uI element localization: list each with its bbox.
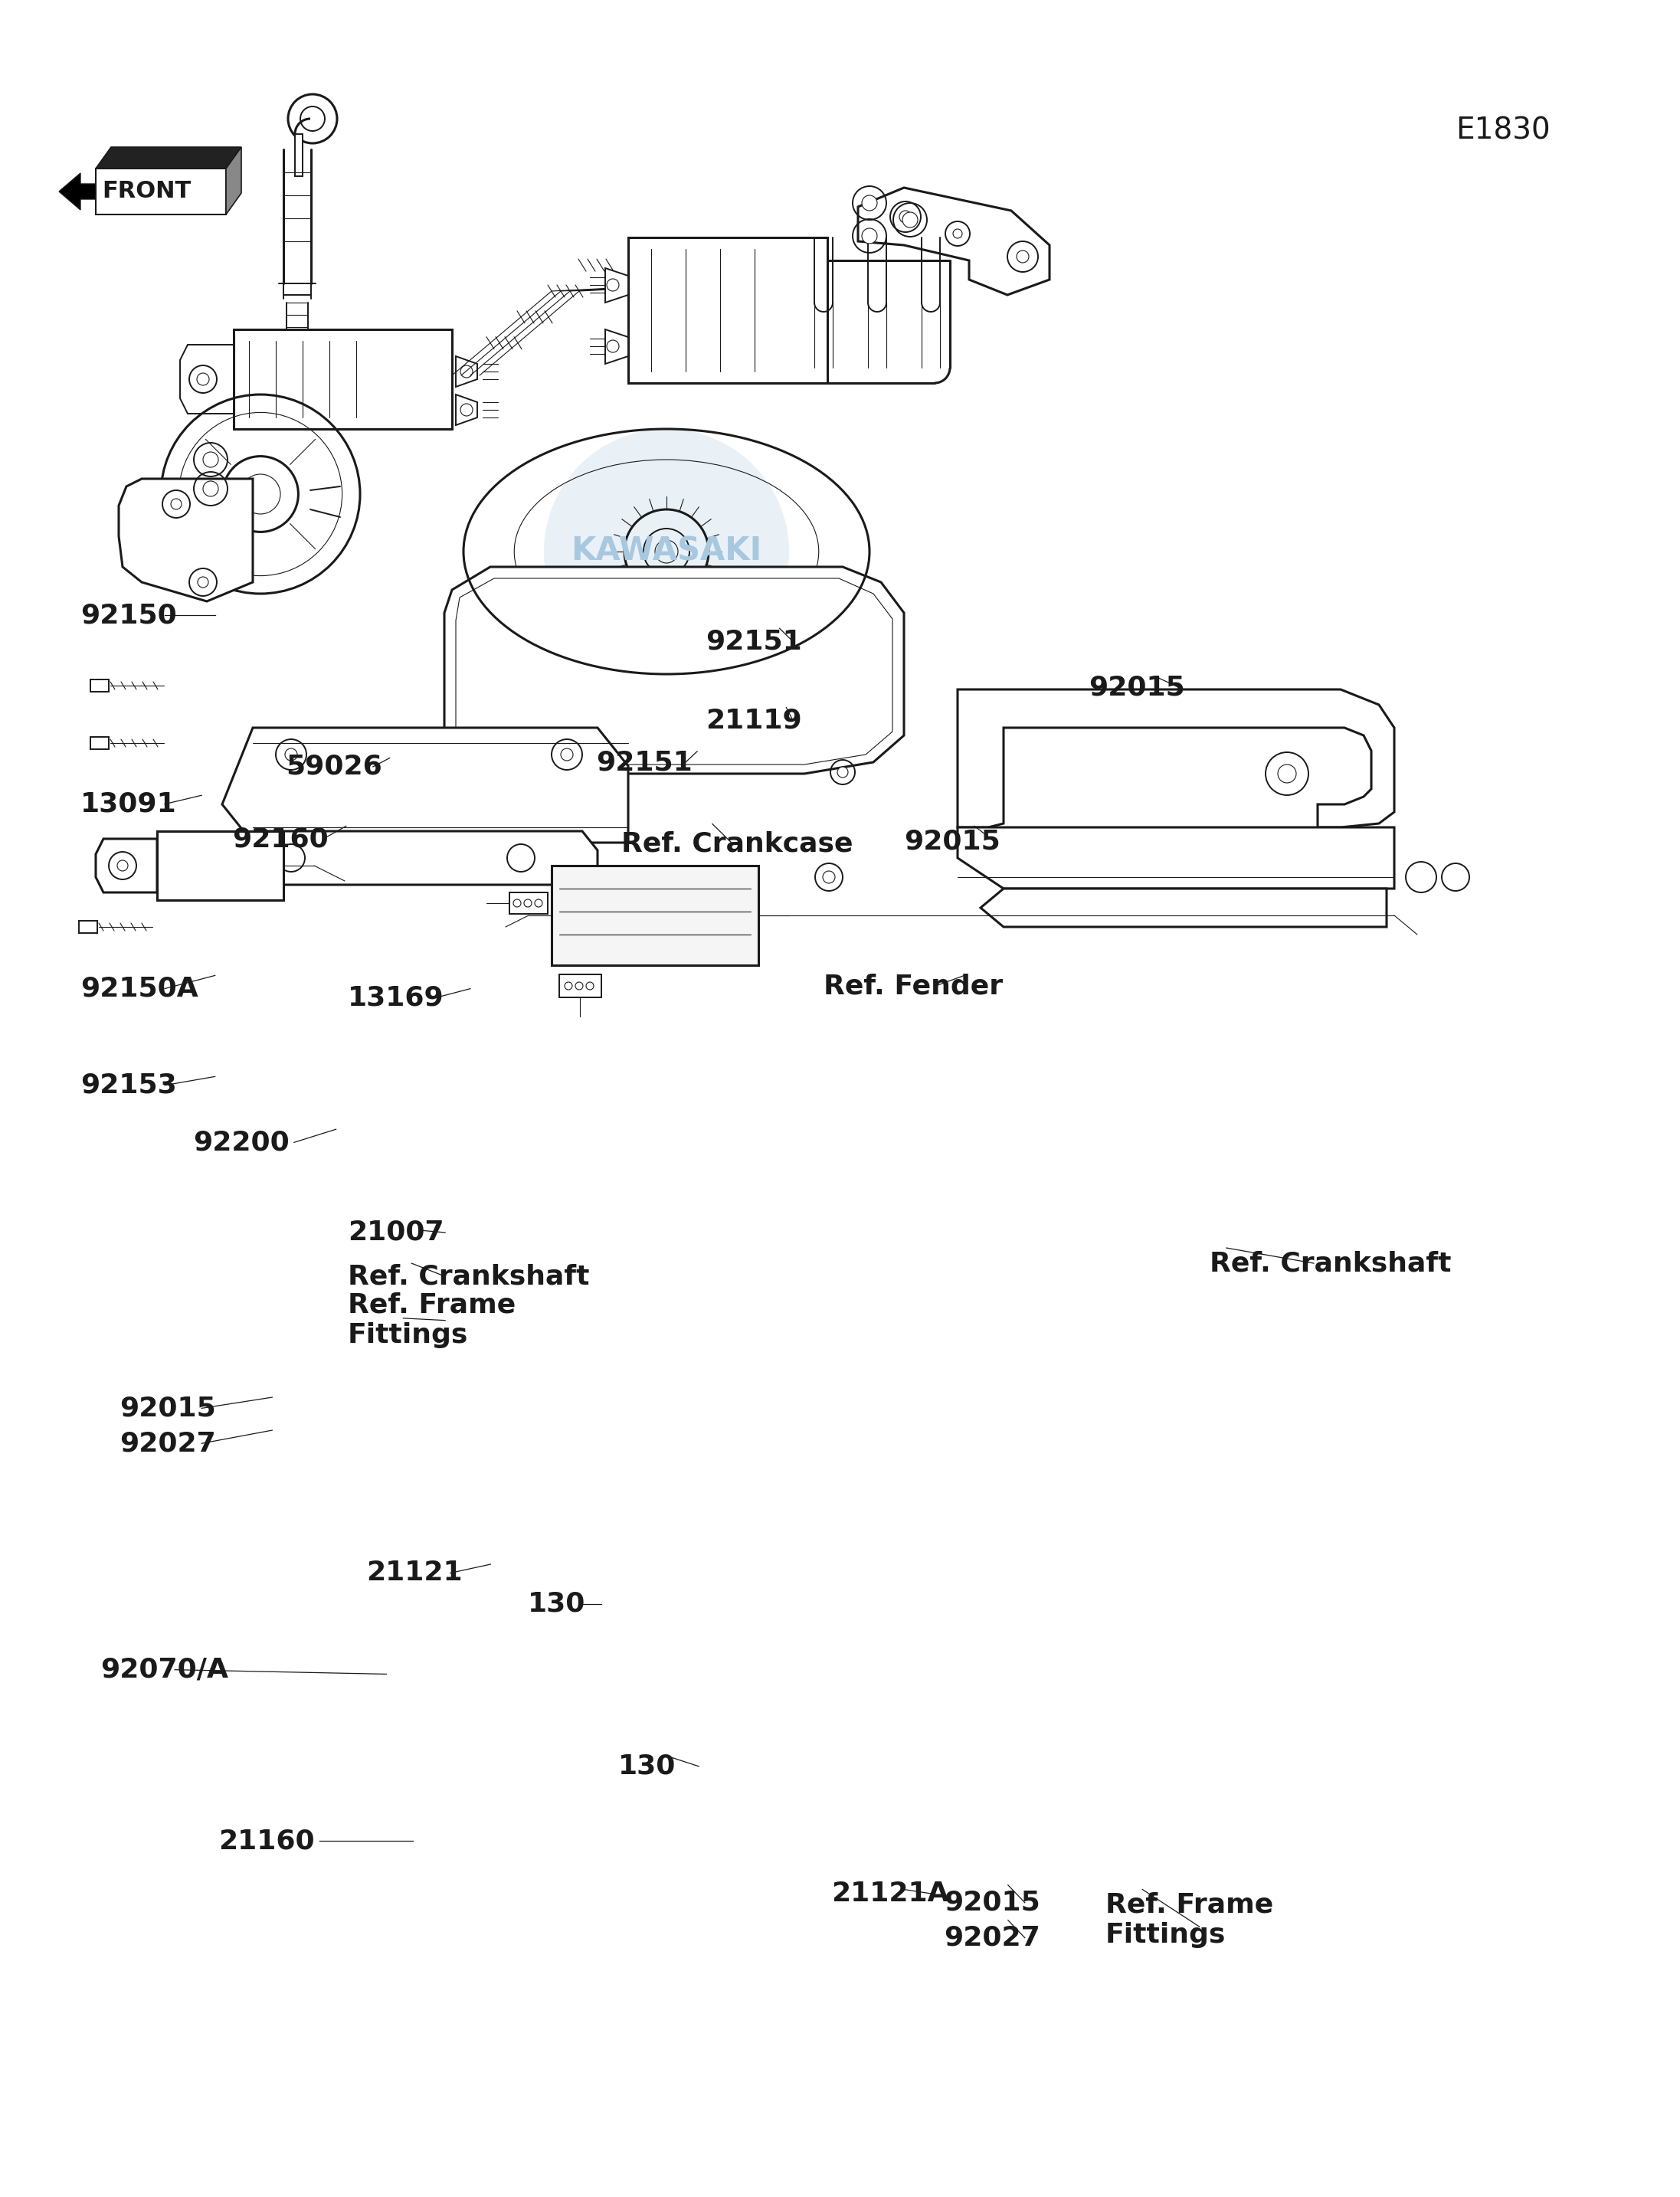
Text: 92150: 92150 xyxy=(81,602,176,628)
Text: Ref. Fender: Ref. Fender xyxy=(823,973,1003,1000)
Polygon shape xyxy=(119,479,252,602)
Polygon shape xyxy=(958,828,1394,888)
Text: 92015: 92015 xyxy=(904,828,1000,855)
Text: Ref. Crankcase: Ref. Crankcase xyxy=(622,830,853,857)
Text: 21121A: 21121A xyxy=(832,1881,949,1907)
Polygon shape xyxy=(444,567,904,773)
Polygon shape xyxy=(227,147,242,215)
Text: 13169: 13169 xyxy=(348,984,444,1011)
Polygon shape xyxy=(245,830,598,885)
Text: 92015: 92015 xyxy=(1089,674,1184,701)
Text: Ref. Crankshaft: Ref. Crankshaft xyxy=(1210,1250,1452,1276)
Polygon shape xyxy=(455,356,477,387)
Polygon shape xyxy=(455,395,477,426)
Bar xyxy=(156,830,284,901)
Polygon shape xyxy=(222,727,628,844)
Circle shape xyxy=(823,870,835,883)
Circle shape xyxy=(862,196,877,211)
Polygon shape xyxy=(79,921,97,934)
Text: 130: 130 xyxy=(618,1753,675,1780)
Circle shape xyxy=(902,213,917,228)
Polygon shape xyxy=(91,736,109,749)
Text: 92015: 92015 xyxy=(944,1889,1040,1916)
Polygon shape xyxy=(180,345,234,413)
Polygon shape xyxy=(981,888,1386,927)
Text: 92200: 92200 xyxy=(193,1129,289,1156)
Circle shape xyxy=(837,767,848,778)
Text: 92151: 92151 xyxy=(596,749,692,776)
Bar xyxy=(551,866,758,964)
Text: MOTORS: MOTORS xyxy=(615,567,717,589)
Text: 21007: 21007 xyxy=(348,1219,444,1246)
Circle shape xyxy=(203,481,218,497)
Polygon shape xyxy=(605,268,628,303)
Polygon shape xyxy=(296,134,302,176)
Polygon shape xyxy=(96,169,227,215)
Text: 92027: 92027 xyxy=(119,1430,215,1457)
Text: 13091: 13091 xyxy=(81,791,176,817)
Text: 130: 130 xyxy=(528,1591,585,1617)
Text: KAWASAKI: KAWASAKI xyxy=(571,536,763,567)
Text: 92027: 92027 xyxy=(944,1925,1040,1951)
Text: Ref. Frame
Fittings: Ref. Frame Fittings xyxy=(1105,1892,1273,1949)
Circle shape xyxy=(544,428,790,674)
Text: 92153: 92153 xyxy=(81,1072,176,1098)
Polygon shape xyxy=(628,237,827,382)
Text: 92151: 92151 xyxy=(706,628,801,655)
Bar xyxy=(509,892,548,914)
Text: 21121: 21121 xyxy=(366,1560,462,1586)
Text: 92150A: 92150A xyxy=(81,975,198,1002)
Circle shape xyxy=(203,453,218,468)
Text: 92070/A: 92070/A xyxy=(101,1657,228,1683)
Text: 21160: 21160 xyxy=(218,1828,314,1854)
Polygon shape xyxy=(234,330,452,428)
Polygon shape xyxy=(605,330,628,365)
Text: 92015: 92015 xyxy=(119,1395,215,1421)
Text: FRONT: FRONT xyxy=(102,180,192,202)
Polygon shape xyxy=(59,174,96,211)
Polygon shape xyxy=(958,690,1394,828)
Bar xyxy=(559,975,601,997)
Polygon shape xyxy=(96,839,156,892)
Circle shape xyxy=(862,228,877,244)
Polygon shape xyxy=(91,679,109,692)
Text: Ref. Frame
Fittings: Ref. Frame Fittings xyxy=(348,1292,516,1349)
Text: Ref. Crankshaft: Ref. Crankshaft xyxy=(348,1263,590,1290)
Text: 21119: 21119 xyxy=(706,707,801,734)
Text: 59026: 59026 xyxy=(286,754,381,780)
Text: 92160: 92160 xyxy=(232,826,328,852)
Text: E1830: E1830 xyxy=(1455,116,1551,145)
Polygon shape xyxy=(96,147,242,169)
